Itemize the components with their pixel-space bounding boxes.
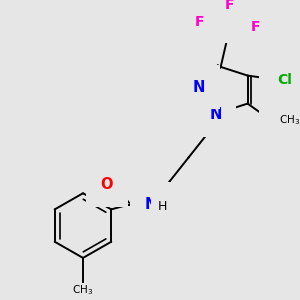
Text: Cl: Cl xyxy=(277,73,292,87)
Text: O: O xyxy=(101,177,113,192)
Text: H: H xyxy=(157,200,167,213)
Text: F: F xyxy=(194,15,204,29)
Text: N: N xyxy=(145,197,157,212)
Text: CH$_3$: CH$_3$ xyxy=(279,114,300,128)
Text: CH$_3$: CH$_3$ xyxy=(72,284,94,297)
Text: N: N xyxy=(193,80,205,94)
Text: F: F xyxy=(250,20,260,34)
Text: N: N xyxy=(209,107,222,122)
Text: F: F xyxy=(224,0,234,12)
